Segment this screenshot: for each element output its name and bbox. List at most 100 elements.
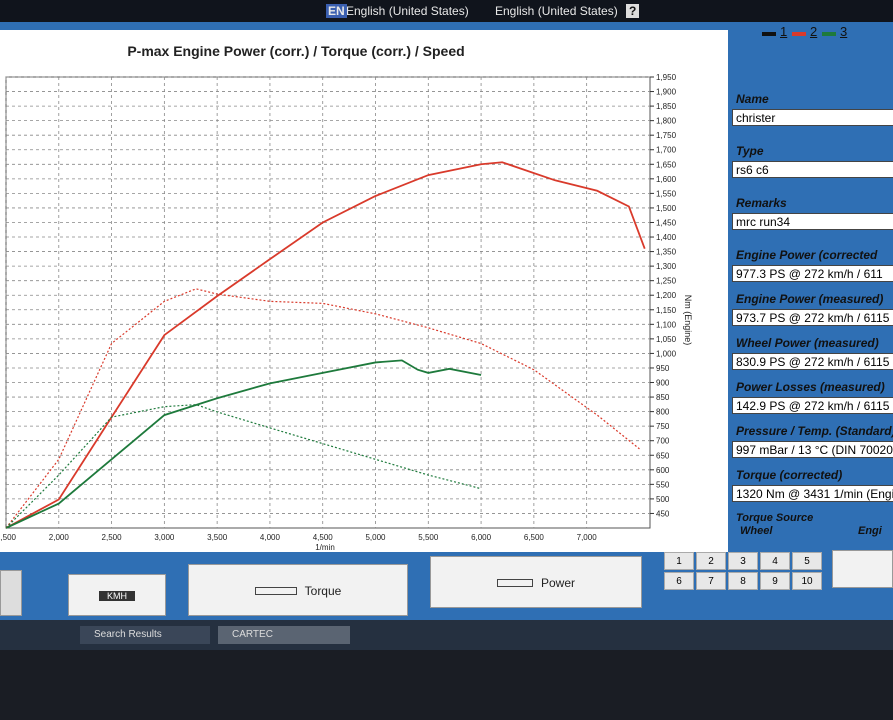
task-item[interactable]: CARTEC bbox=[218, 626, 350, 644]
y-tick-label: 1,050 bbox=[656, 335, 677, 344]
help[interactable]: ? bbox=[626, 4, 640, 18]
field-value[interactable]: christer bbox=[732, 109, 893, 126]
y-tick-label: 550 bbox=[656, 480, 670, 489]
field-label: Pressure / Temp. (Standard) bbox=[736, 424, 893, 438]
group-label: Torque Source bbox=[736, 512, 814, 524]
y-tick-label: 1,450 bbox=[656, 218, 677, 227]
x-tick-label: 4,000 bbox=[260, 533, 281, 542]
y-tick-label: 800 bbox=[656, 408, 670, 417]
icon bbox=[254, 587, 297, 595]
icon bbox=[496, 579, 533, 587]
field-label: Name bbox=[736, 92, 769, 106]
y-tick-label: 1,950 bbox=[656, 73, 677, 82]
key[interactable]: 8 bbox=[728, 572, 758, 590]
button-label: Torque bbox=[304, 584, 342, 598]
y-tick-label: 1,300 bbox=[656, 262, 677, 271]
y-tick-label: 1,550 bbox=[656, 189, 677, 198]
y-tick-label: 650 bbox=[656, 451, 670, 460]
action-button[interactable] bbox=[832, 550, 893, 588]
y-tick-label: 1,200 bbox=[656, 291, 677, 300]
x-tick-label: 1,500 bbox=[0, 533, 17, 542]
y-tick-label: 750 bbox=[656, 422, 670, 431]
y-tick-label: 1,250 bbox=[656, 277, 677, 286]
series-line bbox=[5, 288, 640, 529]
y-tick-label: 450 bbox=[656, 509, 670, 518]
y-tick-label: 1,100 bbox=[656, 320, 677, 329]
x-tick-label: 6,500 bbox=[524, 533, 545, 542]
legend-swatch bbox=[762, 32, 776, 36]
x-tick-label: 3,000 bbox=[154, 533, 175, 542]
y-axis-label: Nm (Engine) bbox=[683, 295, 693, 346]
y-tick-label: 1,500 bbox=[656, 204, 677, 213]
x-tick-label: 4,500 bbox=[313, 533, 334, 542]
field-value[interactable]: 977.3 PS @ 272 km/h / 611 bbox=[732, 265, 893, 282]
field-label: Remarks bbox=[736, 196, 787, 210]
field-value[interactable]: 973.7 PS @ 272 km/h / 6115 bbox=[732, 309, 893, 326]
field-value[interactable]: 142.9 PS @ 272 km/h / 6115 1/ bbox=[732, 397, 893, 414]
field-value[interactable]: 830.9 PS @ 272 km/h / 6115 bbox=[732, 353, 893, 370]
y-tick-label: 600 bbox=[656, 466, 670, 475]
y-tick-label: 700 bbox=[656, 437, 670, 446]
lang-code[interactable]: EN bbox=[326, 4, 347, 18]
y-tick-label: 950 bbox=[656, 364, 670, 373]
key[interactable]: 4 bbox=[760, 552, 790, 570]
grid-button[interactable] bbox=[0, 570, 22, 616]
y-tick-label: 900 bbox=[656, 379, 670, 388]
chart-title: P-max Engine Power (corr.) / Torque (cor… bbox=[127, 43, 464, 59]
field-label: Power Losses (measured) bbox=[736, 380, 885, 394]
x-tick-label: 5,500 bbox=[418, 533, 439, 542]
y-tick-label: 1,900 bbox=[656, 88, 677, 97]
y-tick-label: 1,700 bbox=[656, 146, 677, 155]
y-tick-label: 1,650 bbox=[656, 160, 677, 169]
x-tick-label: 7,000 bbox=[577, 533, 598, 542]
key[interactable]: 3 bbox=[728, 552, 758, 570]
legend-swatch bbox=[792, 32, 806, 36]
torque-button[interactable]: Torque bbox=[188, 564, 408, 616]
y-tick-label: 1,000 bbox=[656, 349, 677, 358]
plot-area bbox=[5, 76, 651, 529]
series-line bbox=[5, 359, 482, 529]
field-label: Wheel Power (measured) bbox=[736, 336, 879, 350]
lang-input[interactable]: English (United States) bbox=[346, 4, 469, 18]
power-button[interactable]: Power bbox=[430, 556, 642, 608]
y-tick-label: 500 bbox=[656, 495, 670, 504]
radio-option[interactable]: Engi bbox=[858, 525, 882, 537]
button-label: Power bbox=[540, 576, 575, 590]
field-label: Type bbox=[736, 144, 764, 158]
app-window: P-max Engine Power (corr.) / Torque (cor… bbox=[0, 22, 893, 620]
radio-option[interactable]: Wheel bbox=[740, 525, 773, 537]
field-value[interactable]: mrc run34 bbox=[732, 213, 893, 230]
y-tick-label: 1,600 bbox=[656, 175, 677, 184]
x-tick-label: 6,000 bbox=[471, 533, 492, 542]
taskbar: Search Results CARTEC bbox=[0, 620, 893, 650]
y-tick-label: 1,350 bbox=[656, 248, 677, 257]
legend-label[interactable]: 3 bbox=[840, 24, 848, 39]
logo: KMH bbox=[99, 591, 135, 601]
key[interactable]: 10 bbox=[792, 572, 822, 590]
field-value[interactable]: 997 mBar / 13 °C (DIN 70020) bbox=[732, 441, 893, 458]
field-label: Torque (corrected) bbox=[736, 468, 843, 482]
x-axis-label: 1/min bbox=[315, 543, 335, 552]
key[interactable]: 1 bbox=[664, 552, 694, 570]
key[interactable]: 6 bbox=[664, 572, 694, 590]
x-tick-label: 2,000 bbox=[49, 533, 70, 542]
field-value[interactable]: 1320 Nm @ 3431 1/min (Engine) bbox=[732, 485, 893, 502]
legend-label[interactable]: 2 bbox=[810, 24, 818, 39]
logo-button[interactable]: KMH bbox=[68, 574, 166, 616]
field-label: Engine Power (corrected bbox=[736, 248, 878, 262]
field-label: Engine Power (measured) bbox=[736, 292, 884, 306]
x-tick-label: 5,000 bbox=[365, 533, 386, 542]
key[interactable]: 5 bbox=[792, 552, 822, 570]
key[interactable]: 2 bbox=[696, 552, 726, 570]
field-value[interactable]: rs6 c6 bbox=[732, 161, 893, 178]
y-tick-label: 1,750 bbox=[656, 131, 677, 140]
task-item[interactable]: Search Results bbox=[80, 626, 210, 644]
lang-keyboard[interactable]: English (United States) bbox=[495, 4, 618, 18]
y-tick-label: 850 bbox=[656, 393, 670, 402]
key[interactable]: 9 bbox=[760, 572, 790, 590]
legend-label[interactable]: 1 bbox=[780, 24, 788, 39]
key[interactable]: 7 bbox=[696, 572, 726, 590]
chart: P-max Engine Power (corr.) / Torque (cor… bbox=[0, 43, 693, 552]
y-tick-label: 1,800 bbox=[656, 117, 677, 126]
